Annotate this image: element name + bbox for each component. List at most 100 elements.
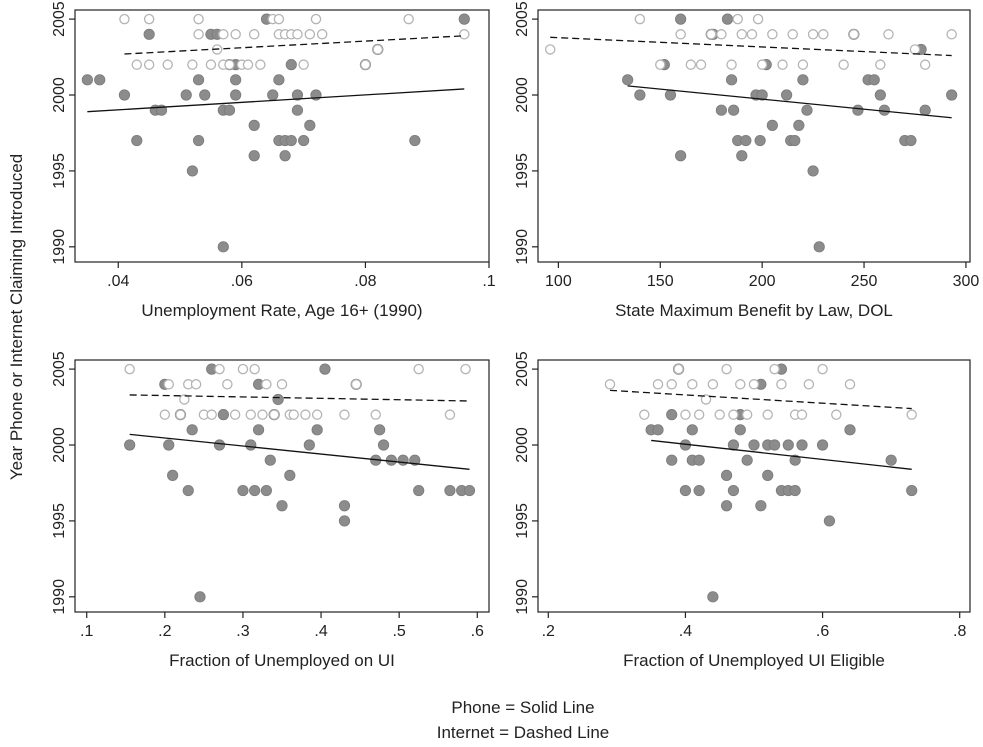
x-tick-label: 200 <box>749 273 776 290</box>
x-tick-label: .5 <box>392 623 405 640</box>
point-internet <box>460 363 471 375</box>
x-tick-label: .2 <box>542 623 555 640</box>
point-internet <box>159 409 171 420</box>
y-tick-label: 1990 <box>51 579 68 615</box>
point-phone <box>444 484 456 497</box>
point-internet <box>300 409 311 420</box>
point-internet <box>248 29 260 40</box>
point-phone <box>319 363 331 375</box>
plot-frame <box>74 9 490 263</box>
point-internet <box>143 13 155 25</box>
point-internet <box>261 379 272 390</box>
point-internet <box>655 59 666 70</box>
point-phone <box>163 439 175 451</box>
point-phone <box>807 165 819 177</box>
point-phone <box>463 484 476 497</box>
point-phone <box>192 134 205 147</box>
x-tick-label: 100 <box>545 273 572 290</box>
point-phone <box>720 469 733 481</box>
shared-y-axis-label: Year Phone or Internet Claiming Introduc… <box>7 154 26 480</box>
x-tick-label: .04 <box>107 273 129 290</box>
point-internet <box>604 379 616 390</box>
x-axis-label: Fraction of Unemployed UI Eligible <box>623 651 885 670</box>
plot-frame <box>74 359 490 613</box>
point-phone <box>634 89 646 101</box>
point-internet <box>163 379 174 390</box>
fit-line-internet <box>609 389 912 410</box>
point-phone <box>285 59 297 71</box>
point-phone <box>675 150 687 162</box>
y-tick-label: 2005 <box>51 351 68 387</box>
point-internet <box>769 363 780 375</box>
point-phone <box>715 104 727 116</box>
point-phone <box>736 150 748 162</box>
point-phone <box>285 134 297 147</box>
point-phone <box>284 469 296 481</box>
point-internet <box>292 29 303 40</box>
point-phone <box>756 89 768 101</box>
point-internet <box>276 379 288 390</box>
point-internet <box>360 59 371 70</box>
point-internet <box>310 13 322 25</box>
point-internet <box>316 29 328 40</box>
point-phone <box>118 89 131 101</box>
point-phone <box>192 74 205 86</box>
point-phone <box>666 409 678 421</box>
point-internet <box>807 29 819 40</box>
point-internet <box>741 409 753 420</box>
point-phone <box>755 500 767 512</box>
point-internet <box>403 13 414 25</box>
y-tick-label: 1990 <box>514 229 531 265</box>
point-internet <box>206 409 217 420</box>
y-tick-label: 2000 <box>514 77 531 113</box>
point-phone <box>789 484 801 497</box>
point-internet <box>193 29 204 40</box>
point-internet <box>946 29 957 40</box>
point-internet <box>249 363 260 375</box>
point-phone <box>652 424 664 436</box>
panel-3: 1990 1995 2000 2005 .1 .2 .3 .4 .5 .6 Fraction of … <box>51 351 490 670</box>
point-phone <box>720 500 733 512</box>
point-phone <box>816 439 829 451</box>
point-phone <box>409 134 421 147</box>
point-internet <box>695 59 707 70</box>
fit-line-internet <box>124 35 465 55</box>
fit-line-phone <box>129 433 470 470</box>
point-internet <box>787 29 798 40</box>
point-phone <box>180 89 192 101</box>
point-phone <box>782 439 794 451</box>
x-tick-label: .1 <box>80 623 93 640</box>
point-internet <box>716 29 727 40</box>
point-phone <box>273 74 285 86</box>
point-phone <box>338 515 351 527</box>
point-internet <box>459 29 470 40</box>
point-phone <box>905 134 917 147</box>
point-phone <box>844 424 856 436</box>
point-phone <box>131 134 143 147</box>
point-internet <box>187 59 198 70</box>
point-internet <box>370 409 381 420</box>
point-internet <box>255 59 266 70</box>
point-phone <box>94 74 106 86</box>
point-phone <box>143 28 155 40</box>
point-phone <box>768 439 781 451</box>
x-tick-label: .2 <box>158 623 171 640</box>
point-phone <box>797 74 809 86</box>
point-internet <box>693 409 705 420</box>
point-internet <box>817 363 828 375</box>
point-phone <box>813 241 825 253</box>
point-internet <box>230 29 241 40</box>
point-internet <box>179 394 190 405</box>
point-internet <box>735 379 746 390</box>
point-internet <box>919 59 931 70</box>
point-internet <box>831 409 842 420</box>
x-tick-label: 250 <box>851 273 878 290</box>
point-internet <box>762 409 773 420</box>
point-internet <box>875 59 886 70</box>
x-tick-label: .6 <box>471 623 484 640</box>
point-internet <box>707 379 719 390</box>
point-internet <box>544 44 556 55</box>
point-internet <box>311 409 323 420</box>
point-internet <box>732 13 743 25</box>
point-internet <box>756 59 768 70</box>
